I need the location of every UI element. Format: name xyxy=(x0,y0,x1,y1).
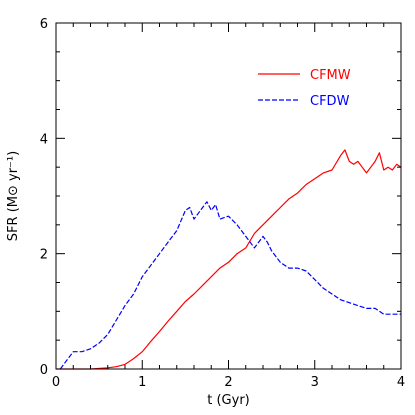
series-line-cfmw xyxy=(56,149,402,370)
y-tick-label: 4 xyxy=(40,132,48,147)
series-line-cfdw xyxy=(59,201,401,370)
y-tick-label: 0 xyxy=(40,363,48,378)
y-axis-label: SFR (M⊙ yr⁻¹) xyxy=(6,151,21,241)
x-tick-label: 1 xyxy=(138,375,146,390)
x-axis-label: t (Gyr) xyxy=(207,393,250,408)
x-tick-label: 4 xyxy=(397,375,405,390)
tick-labels: 0 1 2 3 4 0 2 4 6 xyxy=(40,17,405,390)
x-tick-label: 2 xyxy=(224,375,232,390)
y-tick-label: 2 xyxy=(40,248,48,263)
legend-label-cfdw: CFDW xyxy=(310,94,350,109)
axis-ticks xyxy=(55,22,402,370)
legend-label-cfmw: CFMW xyxy=(310,68,351,83)
x-tick-label: 3 xyxy=(311,375,319,390)
x-tick-label: 0 xyxy=(52,375,60,390)
legend: CFMW CFDW xyxy=(258,68,351,109)
y-tick-label: 6 xyxy=(40,17,48,32)
chart-marks xyxy=(56,149,402,370)
